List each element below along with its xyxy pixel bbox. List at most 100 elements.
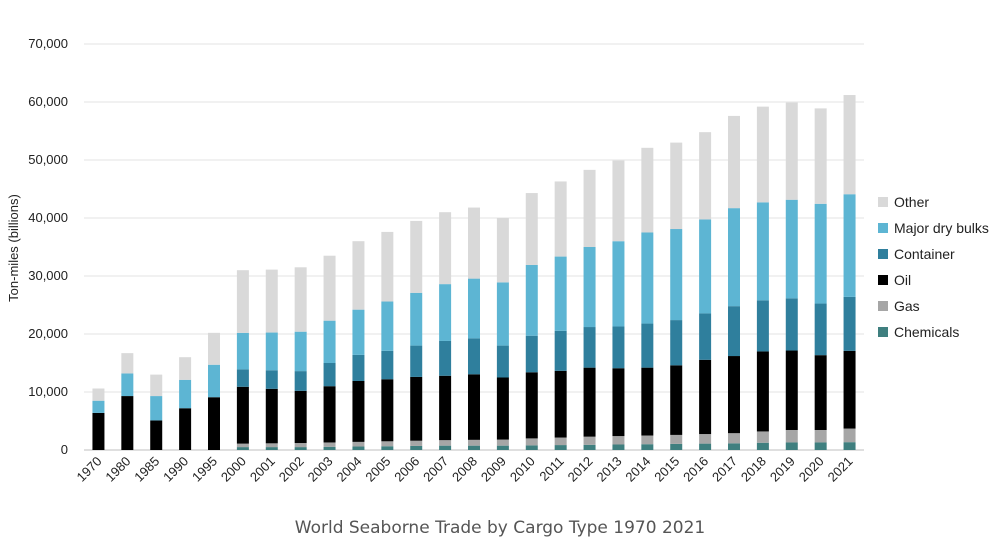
bar-chemicals-2015 bbox=[670, 443, 683, 450]
bar-chemicals-2005 bbox=[381, 446, 394, 450]
y-tick-label: 50,000 bbox=[28, 152, 68, 167]
legend-swatch bbox=[878, 249, 888, 259]
legend-label: Container bbox=[894, 246, 955, 262]
y-tick-label: 60,000 bbox=[28, 94, 68, 109]
bar-chemicals-2018 bbox=[756, 442, 769, 450]
x-tick-label: 1970 bbox=[74, 454, 105, 485]
bar-gas-2020 bbox=[814, 429, 827, 443]
bar-major-dry-bulks-1980 bbox=[121, 373, 134, 397]
bar-other-1990 bbox=[179, 357, 192, 380]
y-axis-label: Ton-miles (billions) bbox=[6, 194, 21, 302]
bar-other-2021 bbox=[843, 95, 856, 195]
x-tick-label: 2011 bbox=[536, 454, 566, 484]
x-tick-label: 2005 bbox=[362, 454, 393, 485]
x-tick-label: 2002 bbox=[276, 454, 307, 485]
bar-chemicals-2020 bbox=[814, 442, 827, 450]
bar-major-dry-bulks-2011 bbox=[554, 256, 567, 331]
y-tick-label: 20,000 bbox=[28, 326, 68, 341]
bar-oil-2009 bbox=[496, 377, 509, 440]
bar-chemicals-2021 bbox=[843, 442, 856, 450]
x-tick-label: 2012 bbox=[565, 454, 596, 485]
bar-oil-2010 bbox=[525, 372, 538, 439]
legend-swatch bbox=[878, 223, 888, 233]
x-tick-label: 2010 bbox=[507, 454, 538, 485]
bar-chemicals-2007 bbox=[439, 445, 452, 450]
bar-container-2002 bbox=[294, 371, 307, 391]
x-tick-label: 2013 bbox=[594, 454, 625, 485]
bar-oil-2000 bbox=[236, 386, 249, 444]
x-tick-label: 2009 bbox=[478, 454, 509, 485]
bar-container-2006 bbox=[410, 345, 423, 377]
bar-chemicals-2013 bbox=[612, 444, 625, 450]
bar-gas-2016 bbox=[699, 434, 712, 444]
bar-oil-2016 bbox=[699, 359, 712, 435]
bar-other-2009 bbox=[496, 218, 509, 283]
bar-major-dry-bulks-2005 bbox=[381, 301, 394, 351]
bar-oil-2004 bbox=[352, 380, 365, 442]
bar-container-2001 bbox=[265, 370, 278, 389]
bar-other-2013 bbox=[612, 160, 625, 242]
bar-container-2015 bbox=[670, 320, 683, 366]
bar-oil-1985 bbox=[150, 420, 163, 450]
legend: Other Major dry bulks Container Oil Gas Chemi… bbox=[878, 194, 989, 340]
bar-major-dry-bulks-2006 bbox=[410, 292, 423, 346]
bar-gas-2017 bbox=[728, 433, 740, 444]
bar-other-1985 bbox=[150, 374, 163, 397]
bar-other-2001 bbox=[265, 269, 278, 333]
legend-swatch bbox=[878, 197, 888, 207]
x-tick-label: 1980 bbox=[102, 454, 133, 485]
bar-gas-2001 bbox=[265, 443, 278, 448]
bar-gas-2007 bbox=[439, 440, 452, 446]
bar-container-2019 bbox=[785, 298, 798, 351]
bar-other-2015 bbox=[670, 142, 683, 230]
bar-oil-2005 bbox=[381, 379, 394, 442]
bar-major-dry-bulks-1995 bbox=[208, 364, 220, 398]
bar-other-1995 bbox=[208, 332, 220, 365]
bar-chemicals-2019 bbox=[785, 442, 798, 450]
legend-label: Gas bbox=[894, 298, 920, 314]
x-tick-label: 2003 bbox=[305, 454, 336, 485]
bar-gas-2011 bbox=[554, 437, 567, 446]
bar-other-2014 bbox=[641, 147, 654, 233]
legend-label: Other bbox=[894, 194, 929, 210]
bar-other-2003 bbox=[323, 255, 336, 321]
bar-container-2008 bbox=[468, 338, 480, 375]
bar-chemicals-2011 bbox=[554, 445, 567, 450]
bar-other-2007 bbox=[439, 212, 452, 285]
bar-container-2013 bbox=[612, 326, 625, 369]
bar-oil-2021 bbox=[843, 350, 856, 429]
bar-major-dry-bulks-2018 bbox=[756, 202, 769, 301]
legend-label: Oil bbox=[894, 272, 911, 288]
bar-container-2021 bbox=[843, 296, 856, 351]
bar-major-dry-bulks-2008 bbox=[468, 278, 480, 339]
bar-gas-2013 bbox=[612, 436, 625, 445]
bar-chemicals-2010 bbox=[525, 445, 538, 450]
bar-oil-2006 bbox=[410, 376, 423, 441]
x-tick-label: 2017 bbox=[709, 454, 740, 485]
bar-other-2011 bbox=[554, 181, 567, 257]
bar-other-1980 bbox=[121, 353, 134, 374]
bar-major-dry-bulks-2009 bbox=[496, 282, 509, 346]
bar-other-2004 bbox=[352, 241, 365, 310]
bar-oil-2014 bbox=[641, 367, 654, 436]
bar-chemicals-2003 bbox=[323, 446, 336, 450]
bar-chemicals-2017 bbox=[728, 443, 740, 450]
x-tick-label: 2021 bbox=[825, 454, 856, 485]
bar-other-2017 bbox=[728, 115, 740, 209]
bar-chemicals-2014 bbox=[641, 444, 654, 450]
x-tick-label: 2004 bbox=[334, 454, 365, 485]
bar-other-2006 bbox=[410, 220, 423, 293]
bar-container-2003 bbox=[323, 363, 336, 387]
bar-gas-2018 bbox=[756, 431, 769, 443]
bar-container-2012 bbox=[583, 327, 596, 368]
bar-oil-1970 bbox=[92, 412, 105, 450]
bar-chemicals-2000 bbox=[236, 447, 249, 450]
x-axis-ticks: 1970198019851990199520002001200220032004… bbox=[74, 454, 856, 485]
bar-oil-2001 bbox=[265, 388, 278, 444]
bar-major-dry-bulks-2012 bbox=[583, 247, 596, 328]
x-tick-label: 1985 bbox=[131, 454, 162, 485]
bar-oil-2019 bbox=[785, 350, 798, 430]
x-tick-label: 2001 bbox=[247, 454, 278, 485]
bar-gas-2012 bbox=[583, 436, 596, 445]
